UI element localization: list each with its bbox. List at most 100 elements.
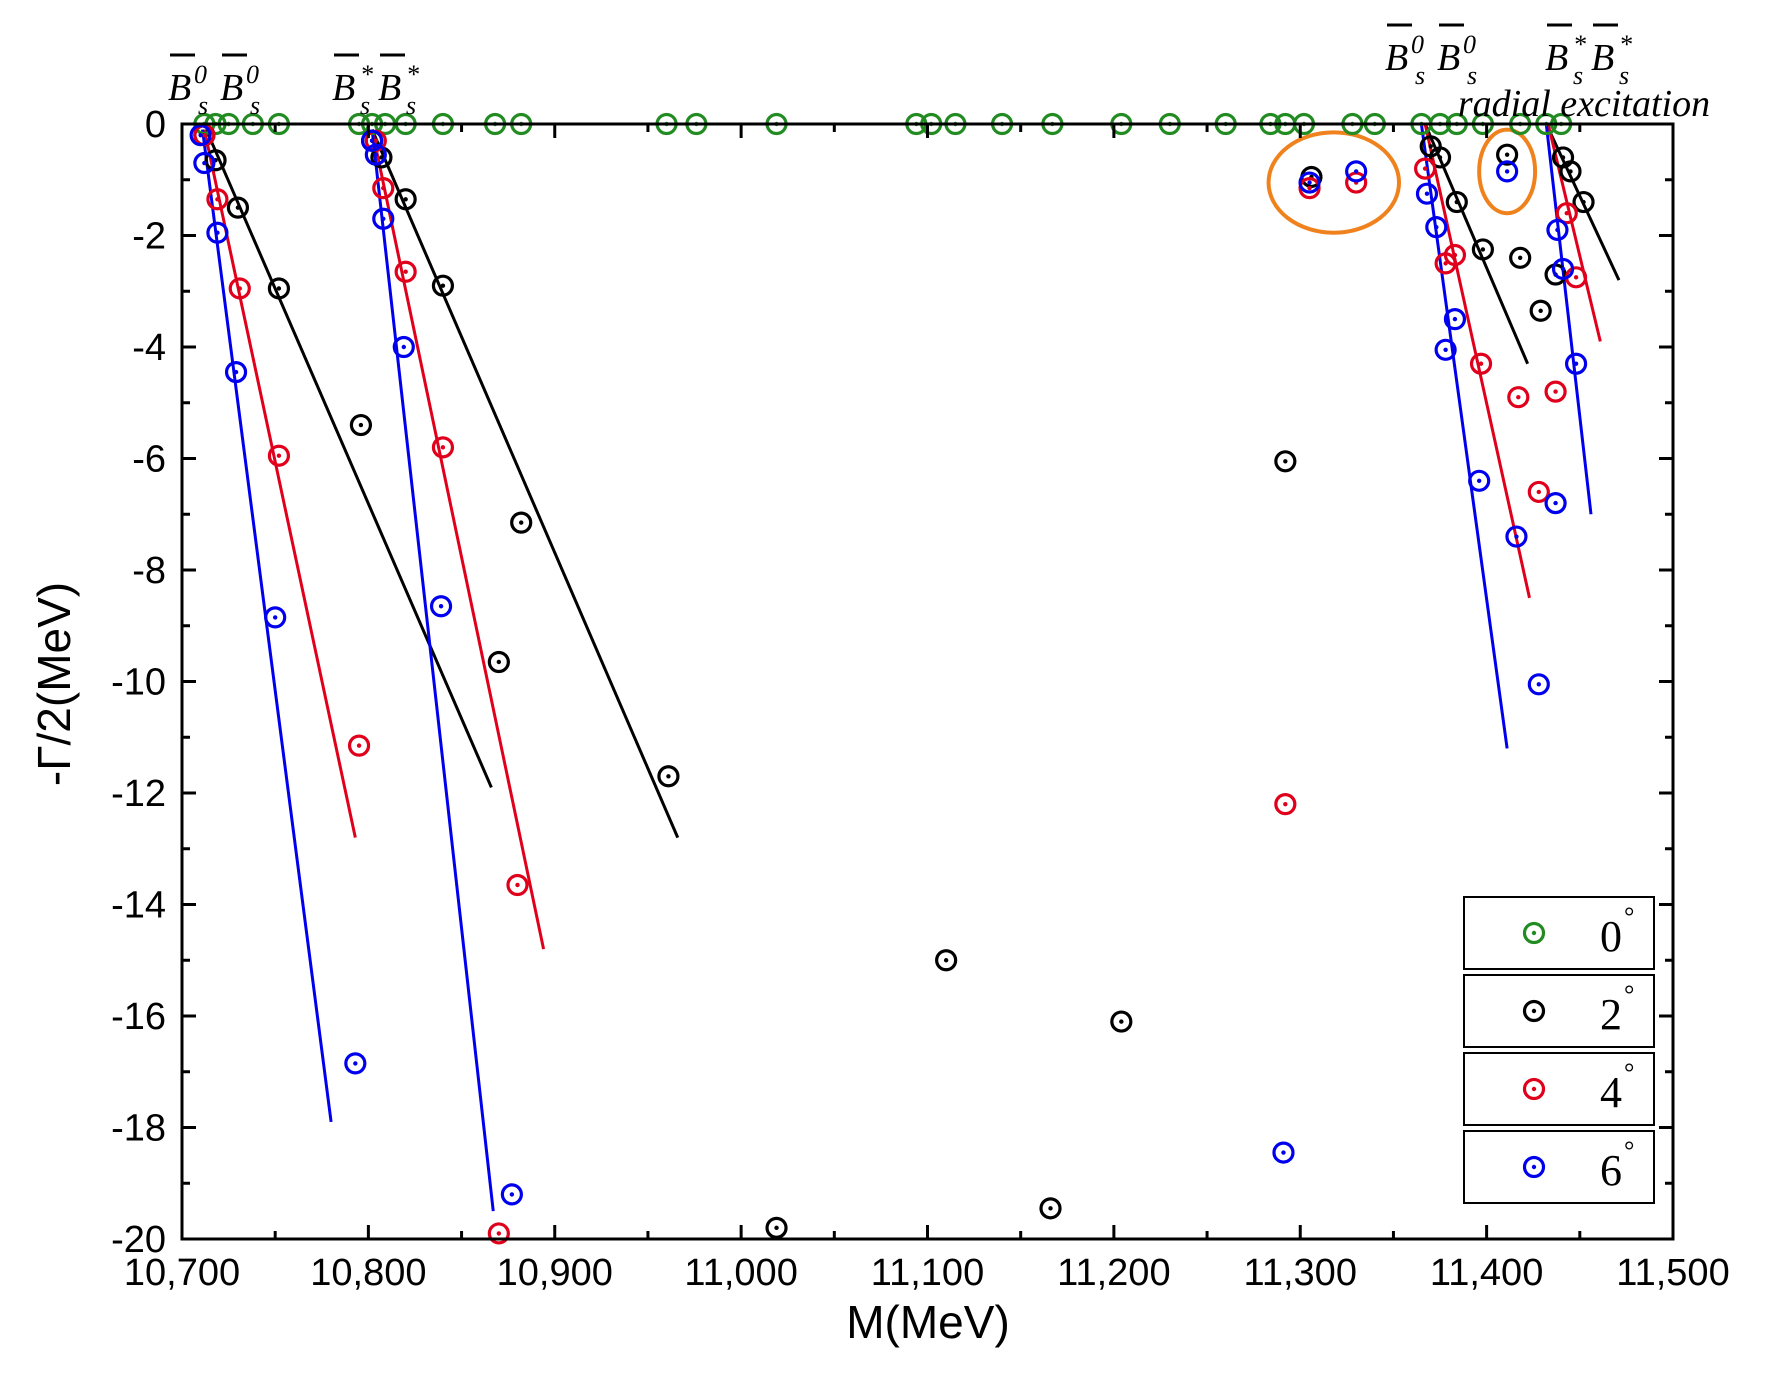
trend-line xyxy=(1423,123,1531,599)
data-point xyxy=(1415,182,1439,205)
x-axis-title: M(MeV) xyxy=(846,1296,1010,1348)
y-tick-label: -14 xyxy=(111,885,166,927)
y-tick-label: -12 xyxy=(111,773,166,815)
data-point xyxy=(1414,157,1437,180)
data-point xyxy=(1443,243,1467,267)
data-point xyxy=(1551,257,1575,281)
meson-label: B xyxy=(1591,37,1614,79)
data-point xyxy=(392,335,415,359)
trend-line xyxy=(201,129,333,1123)
data-point xyxy=(1443,308,1467,331)
data-point xyxy=(1546,218,1569,242)
y-tick-label: -16 xyxy=(111,996,166,1038)
x-tick-label: 11,100 xyxy=(871,1252,984,1294)
data-point xyxy=(267,444,291,467)
axis-ticks: 10,700 10,800 10,900 11,000 11,100 11,200 11,3… xyxy=(111,104,1730,1294)
data-point xyxy=(372,207,395,230)
legend-degree: ° xyxy=(1624,1136,1634,1165)
meson-label: B xyxy=(332,67,355,109)
meson-superscript: 0 xyxy=(246,60,259,89)
trend-line xyxy=(204,128,493,789)
legend-item-box xyxy=(1463,1052,1655,1126)
data-point xyxy=(657,765,680,788)
trend-line xyxy=(370,129,495,1212)
y-tick-label: -20 xyxy=(111,1219,166,1261)
legend-item: 4 ° xyxy=(1463,1052,1655,1126)
legend-marker xyxy=(1522,921,1546,945)
data-point xyxy=(487,1222,510,1245)
legend-degree: ° xyxy=(1624,902,1634,931)
data-point xyxy=(264,606,287,629)
data-point xyxy=(193,151,216,175)
meson-superscript: 0 xyxy=(1411,30,1424,59)
data-point xyxy=(506,873,529,897)
legend-label: 4 xyxy=(1600,1068,1622,1117)
meson-superscript: * xyxy=(1619,30,1632,59)
data-point xyxy=(1274,450,1297,473)
legend-item: 6 ° xyxy=(1463,1130,1655,1204)
highlight-ellipse xyxy=(1477,127,1538,216)
legend-item-box xyxy=(1463,974,1655,1048)
data-point xyxy=(224,360,248,384)
trend-line xyxy=(1544,123,1593,515)
meson-superscript: 0 xyxy=(194,60,207,89)
data-point xyxy=(372,177,395,200)
meson-label: B xyxy=(168,67,191,109)
x-tick-label: 10,700 xyxy=(124,1252,240,1294)
y-tick-label: -18 xyxy=(111,1108,166,1150)
data-point xyxy=(429,595,453,618)
data-point xyxy=(1564,352,1588,375)
data-point xyxy=(1507,386,1530,409)
series-6-deg xyxy=(189,124,1588,1206)
data-point xyxy=(1505,525,1528,548)
x-tick-label: 10,800 xyxy=(310,1252,426,1294)
data-point xyxy=(510,511,533,534)
data-point xyxy=(1110,1010,1133,1033)
legend: 0 °2 °4 °6 ° xyxy=(1463,896,1655,1204)
legend-marker xyxy=(1522,999,1546,1023)
meson-label: B xyxy=(220,67,243,109)
data-point xyxy=(206,188,229,211)
data-point xyxy=(1272,1141,1295,1164)
legend-item: 0 ° xyxy=(1463,896,1655,970)
data-point xyxy=(1496,143,1519,166)
data-point xyxy=(1434,338,1457,361)
threshold-annotation-bs0bs0-radial: B 0 s B 0 s xyxy=(1385,23,1477,90)
meson-label: B xyxy=(1545,37,1568,79)
radial-excitation-label: radial excitation xyxy=(1458,83,1710,125)
x-tick-label: 11,500 xyxy=(1616,1252,1729,1294)
legend-label: 6 xyxy=(1600,1146,1622,1195)
meson-label: B xyxy=(1437,37,1460,79)
legend-marker xyxy=(1522,1077,1546,1101)
data-point xyxy=(361,129,384,152)
meson-subscript: s xyxy=(198,91,208,120)
legend-label: 0 xyxy=(1600,912,1622,961)
data-point xyxy=(1298,171,1321,194)
data-point xyxy=(1425,216,1448,239)
meson-subscript: s xyxy=(1467,61,1477,90)
y-tick-label: -4 xyxy=(132,327,166,369)
meson-label: B xyxy=(378,67,401,109)
legend-label: 2 xyxy=(1600,990,1622,1039)
data-point xyxy=(267,277,291,300)
meson-superscript: * xyxy=(360,60,373,89)
data-point xyxy=(1471,238,1494,261)
data-point xyxy=(500,1183,523,1206)
trend-line xyxy=(370,128,680,839)
data-point xyxy=(347,734,371,757)
data-point xyxy=(431,274,455,297)
data-point xyxy=(1445,190,1468,214)
data-point xyxy=(1274,793,1297,816)
data-point xyxy=(1529,299,1552,322)
data-point xyxy=(1469,352,1493,375)
data-point xyxy=(206,221,229,244)
x-tick-label: 10,900 xyxy=(497,1252,613,1294)
legend-item-box xyxy=(1463,1130,1655,1204)
y-tick-label: 0 xyxy=(145,104,166,146)
data-point xyxy=(1428,146,1452,169)
meson-superscript: * xyxy=(1573,30,1586,59)
data-point xyxy=(1527,480,1550,504)
meson-superscript: * xyxy=(406,60,419,89)
data-point xyxy=(1509,246,1532,269)
